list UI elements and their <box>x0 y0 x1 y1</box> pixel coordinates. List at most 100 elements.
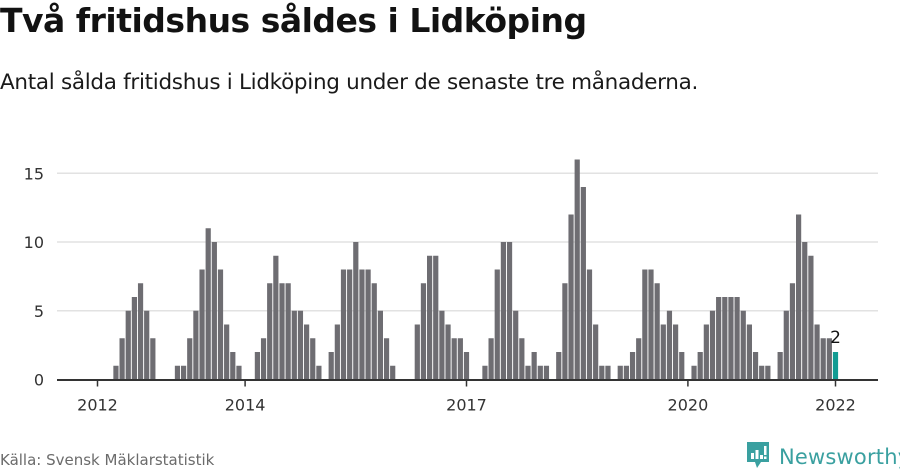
bar[interactable] <box>273 255 279 380</box>
bar[interactable] <box>752 352 759 380</box>
bar[interactable] <box>131 297 137 380</box>
bar[interactable] <box>224 324 230 380</box>
bar[interactable] <box>506 242 513 380</box>
bar[interactable] <box>377 310 383 380</box>
bar[interactable] <box>334 324 340 380</box>
newsworthy-logo[interactable]: Newsworthy <box>745 441 900 473</box>
bar[interactable] <box>820 338 826 380</box>
bar[interactable] <box>482 365 488 380</box>
bar[interactable] <box>144 310 150 380</box>
bar[interactable] <box>150 338 156 380</box>
bar[interactable] <box>789 283 796 380</box>
bar[interactable] <box>716 297 722 380</box>
bar[interactable] <box>463 352 470 380</box>
bar[interactable] <box>230 352 236 380</box>
bar[interactable] <box>543 365 550 380</box>
bar[interactable] <box>586 269 593 380</box>
bar[interactable] <box>365 269 371 380</box>
bar[interactable] <box>137 283 144 380</box>
bar[interactable] <box>697 352 703 380</box>
bar[interactable] <box>654 283 660 380</box>
bar[interactable] <box>826 338 832 380</box>
bar[interactable] <box>359 269 365 380</box>
bar[interactable] <box>445 324 451 380</box>
bar[interactable] <box>347 269 353 380</box>
bar[interactable] <box>796 214 802 380</box>
bar[interactable] <box>390 365 396 380</box>
bar[interactable] <box>193 310 199 380</box>
bar[interactable] <box>660 324 666 380</box>
bar[interactable] <box>371 283 377 380</box>
bar[interactable] <box>427 255 433 380</box>
bar[interactable] <box>500 242 506 380</box>
bar[interactable] <box>593 324 599 380</box>
bar[interactable] <box>808 255 814 380</box>
bar[interactable] <box>556 352 562 380</box>
bar[interactable] <box>316 365 322 380</box>
bar[interactable] <box>199 269 205 380</box>
bar[interactable] <box>629 352 636 380</box>
bar[interactable] <box>513 310 519 380</box>
bar[interactable] <box>580 187 586 380</box>
bar[interactable] <box>439 310 445 380</box>
bar[interactable] <box>205 228 211 380</box>
bar[interactable] <box>353 242 359 380</box>
bar[interactable] <box>119 338 125 380</box>
bar[interactable] <box>488 338 494 380</box>
bar[interactable] <box>574 159 580 380</box>
bar[interactable] <box>519 338 525 380</box>
bar[interactable] <box>260 338 267 380</box>
bar[interactable] <box>759 365 765 380</box>
bar[interactable] <box>187 338 193 380</box>
bar[interactable] <box>814 324 820 380</box>
bar[interactable] <box>605 365 611 380</box>
bar[interactable] <box>679 352 685 380</box>
bar[interactable] <box>525 365 531 380</box>
bar[interactable] <box>494 269 500 380</box>
bar[interactable] <box>267 283 273 380</box>
bar[interactable] <box>328 352 334 380</box>
bar[interactable] <box>617 365 623 380</box>
bar[interactable] <box>531 352 537 380</box>
bar[interactable] <box>765 365 771 380</box>
bar[interactable] <box>451 338 457 380</box>
bar[interactable] <box>728 297 734 380</box>
bar[interactable] <box>777 352 783 380</box>
bar[interactable] <box>420 283 427 380</box>
bar[interactable] <box>722 297 728 380</box>
bar[interactable] <box>304 324 310 380</box>
bar[interactable] <box>340 269 347 380</box>
bar[interactable] <box>174 365 181 380</box>
bar[interactable] <box>623 365 629 380</box>
bar[interactable] <box>113 365 119 380</box>
bar[interactable] <box>740 310 746 380</box>
bar[interactable] <box>537 365 543 380</box>
bar[interactable] <box>457 338 463 380</box>
bar[interactable] <box>414 324 420 380</box>
bar[interactable] <box>642 269 648 380</box>
bar[interactable] <box>285 283 291 380</box>
bar[interactable] <box>802 242 808 380</box>
bar[interactable] <box>211 242 217 380</box>
bar[interactable] <box>125 310 131 380</box>
bar[interactable] <box>291 310 297 380</box>
bar[interactable] <box>279 283 285 380</box>
bar[interactable] <box>783 310 789 380</box>
bar[interactable] <box>562 283 568 380</box>
bar[interactable] <box>691 365 697 380</box>
bar[interactable] <box>236 365 242 380</box>
bar[interactable] <box>703 324 709 380</box>
bar[interactable] <box>599 365 605 380</box>
bar[interactable] <box>383 338 390 380</box>
bar[interactable] <box>217 269 224 380</box>
bar[interactable] <box>734 297 740 380</box>
bar[interactable] <box>433 255 439 380</box>
bar[interactable] <box>254 352 260 380</box>
bar[interactable] <box>297 310 304 380</box>
bar[interactable] <box>310 338 316 380</box>
bar[interactable] <box>636 338 642 380</box>
bar[interactable] <box>666 310 673 380</box>
bar[interactable] <box>746 324 752 380</box>
bar[interactable] <box>568 214 574 380</box>
bar[interactable] <box>181 365 187 380</box>
